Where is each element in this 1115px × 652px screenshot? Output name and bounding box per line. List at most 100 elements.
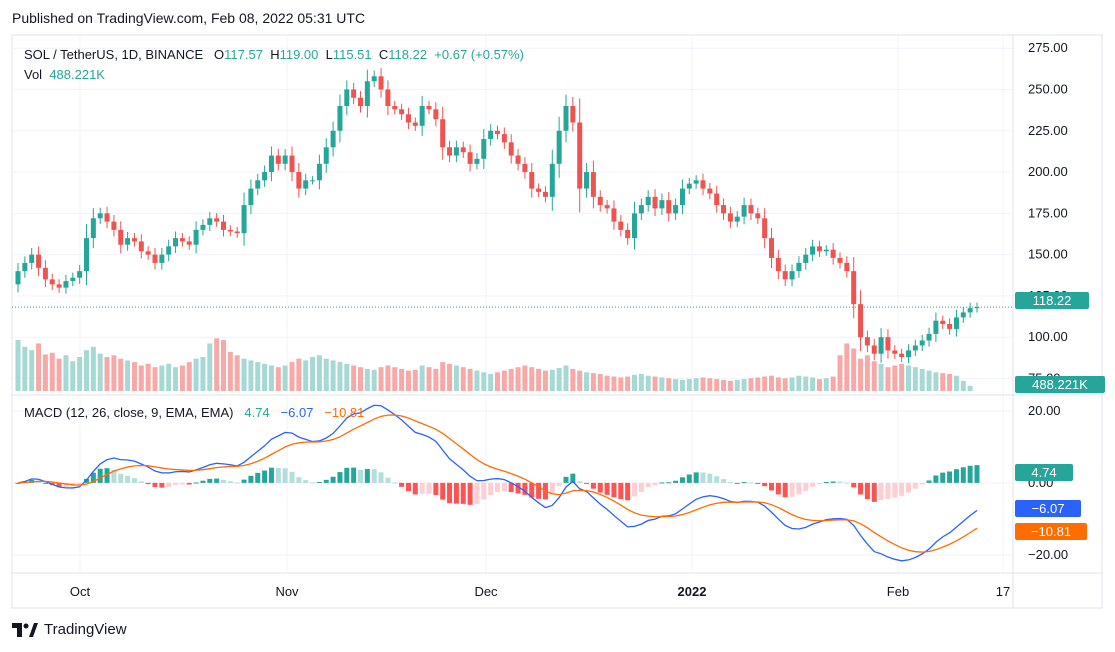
macd-hist-bar [645, 482, 651, 488]
volume-bar [604, 375, 610, 391]
volume-bar [337, 362, 343, 391]
macd-hist-bar [933, 475, 939, 483]
candle-body [851, 271, 857, 305]
macd-hist-bar [748, 482, 754, 484]
open-label: O [214, 47, 225, 62]
volume-bar [221, 340, 226, 391]
volume-bar [536, 368, 542, 391]
volume-bar [207, 343, 213, 391]
macd-hist-bar [673, 480, 679, 483]
macd-hist-bar [755, 482, 761, 484]
candle-body [659, 200, 665, 209]
candle-body [734, 216, 740, 222]
candle-body [268, 155, 274, 173]
candle-body [22, 262, 28, 272]
symbol-label[interactable]: SOL / TetherUS, 1D, BINANCE [24, 47, 204, 62]
macd-hist-bar [858, 482, 864, 495]
volume-bar [316, 355, 322, 391]
volume-bar [42, 354, 48, 391]
candle-body [90, 218, 96, 239]
volume-series [15, 338, 973, 391]
volume-bar [584, 372, 590, 391]
candle-body [49, 279, 55, 285]
volume-bar [570, 368, 576, 391]
volume-bar [933, 372, 939, 391]
macd-hist-bar [556, 482, 562, 486]
volume-bar [652, 376, 658, 391]
macd-hist-bar [508, 482, 514, 493]
macd-hist-bar [447, 482, 453, 504]
volume-bar [419, 365, 425, 391]
price-tick-label: 275.00 [1028, 40, 1068, 55]
macd-hist-bar [940, 472, 946, 483]
volume-bar [597, 374, 603, 391]
volume-bar [851, 348, 857, 391]
macd-hist-bar [590, 482, 596, 489]
macd-hist-bar [782, 482, 788, 498]
price-tick-label: 250.00 [1028, 81, 1068, 96]
candle-body [926, 333, 932, 341]
candle-body [15, 271, 21, 285]
volume-bar [858, 358, 864, 391]
macd-histogram [15, 465, 980, 505]
time-tick-label: 17 [996, 584, 1010, 599]
candle-body [953, 317, 959, 329]
candle-body [919, 340, 925, 346]
volume-bar [173, 367, 179, 391]
volume-bar [495, 372, 500, 391]
candle-body [707, 188, 713, 194]
volume-bar [330, 360, 336, 391]
macd-hist-bar [727, 482, 733, 484]
candle-body [97, 213, 103, 219]
volume-bar [542, 370, 548, 391]
macd-line-value: −6.07 [280, 405, 314, 420]
candle-body [405, 114, 411, 123]
candle-body [864, 337, 870, 346]
candle-body [42, 267, 48, 280]
volume-bar [830, 376, 836, 391]
candle-body [933, 320, 939, 334]
macd-hist-bar [221, 479, 226, 483]
macd-hist-bar [529, 482, 535, 498]
tradingview-logo[interactable]: TradingView [12, 621, 127, 638]
volume-bar [159, 365, 165, 391]
macd-hist-bar [467, 482, 473, 505]
volume-bar [200, 357, 206, 391]
close-label: C [378, 47, 389, 62]
volume-bar [611, 376, 617, 391]
macd-title[interactable]: MACD (12, 26, close, 9, EMA, EMA) [24, 405, 234, 420]
candle-body [447, 147, 453, 156]
candle-body [358, 97, 363, 107]
volume-bar [501, 370, 507, 391]
candle-body [63, 281, 69, 288]
macd-hist-bar [131, 478, 137, 483]
macd-hist-bar [385, 477, 391, 483]
candle-body [611, 208, 617, 222]
volume-bar [138, 365, 144, 391]
macd-legend: MACD (12, 26, close, 9, EMA, EMA) 4.74 −… [24, 405, 364, 420]
price-tick-label: 150.00 [1028, 247, 1068, 262]
macd-signal-tag: −10.81 [1015, 523, 1087, 540]
volume-bar [152, 367, 158, 391]
macd-hist-bar [604, 482, 610, 495]
volume-bar [837, 355, 843, 391]
volume-bar [769, 375, 774, 391]
volume-bar [515, 367, 521, 391]
candle-body [214, 218, 220, 222]
volume-bar [15, 340, 21, 391]
candle-body [789, 271, 795, 280]
macd-hist-bar [632, 482, 637, 497]
macd-hist-bar [652, 482, 658, 486]
macd-hist-bar [488, 482, 494, 496]
macd-hist-bar [412, 482, 418, 495]
macd-hist-bar [344, 467, 350, 483]
volume-bar [796, 375, 802, 391]
macd-hist-bar [193, 482, 199, 484]
volume-bar [775, 377, 781, 391]
volume-bar [131, 362, 137, 391]
macd-hist-bar [378, 472, 384, 483]
macd-hist-bar [714, 476, 720, 483]
macd-hist-bar [974, 465, 980, 483]
candle-body [426, 106, 432, 110]
